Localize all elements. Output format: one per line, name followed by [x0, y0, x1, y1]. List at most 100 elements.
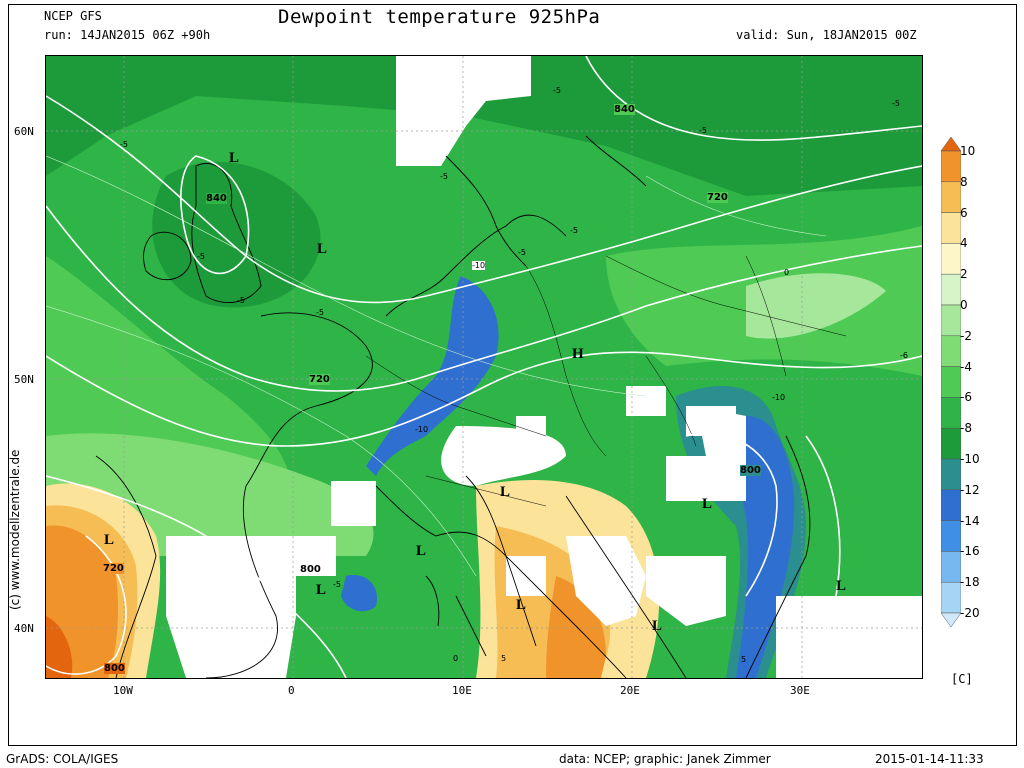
dewpoint-label: -10: [415, 425, 429, 434]
model-name: NCEP GFS: [44, 9, 102, 23]
colorbar-label: -8: [960, 421, 972, 436]
dewpoint-label: -5: [237, 296, 245, 305]
dewpoint-label: 5: [741, 655, 747, 664]
colorbar-label: -18: [960, 575, 980, 590]
lon-label-10w: 10W: [113, 684, 133, 697]
low-pressure-label: L: [316, 582, 327, 598]
colorbar-segment: [941, 581, 961, 614]
isohypse-label: 800: [300, 564, 321, 575]
dewpoint-label: -5: [699, 126, 707, 135]
software-credit: GrADS: COLA/IGES: [6, 752, 119, 766]
lon-label-0: 0: [288, 684, 295, 697]
isohypse-label: 720: [309, 374, 330, 385]
colorbar-segment: [941, 137, 961, 152]
graticule: [46, 56, 922, 678]
dewpoint-label: -5: [518, 248, 526, 257]
colorbar-segment: [941, 181, 961, 213]
dark-green-zone: [46, 56, 922, 196]
low-pressure-label: L: [836, 578, 847, 594]
colorbar-label: -2: [960, 328, 972, 343]
iberia-deeporange-zone: [46, 616, 73, 678]
isohypses: [46, 56, 922, 678]
run-info: run: 14JAN2015 06Z +90h: [44, 28, 211, 42]
colorbar-label: 8: [960, 174, 968, 189]
dewpoint-label: -5: [570, 226, 578, 235]
isohypse-label: 840: [206, 193, 227, 204]
lon-label-10e: 10E: [452, 684, 472, 697]
colorbar-segment: [941, 397, 961, 429]
colorbar-label: 0: [960, 298, 968, 312]
colorbar-segment: [941, 458, 961, 491]
colorbar-label: 6: [960, 205, 968, 220]
colorbar: [941, 137, 961, 627]
colorbar-segment: [941, 489, 961, 521]
colorbar-segment: [941, 612, 961, 627]
isohypse-label: 720: [103, 563, 124, 574]
colorbar-label: -20: [960, 606, 980, 620]
colorbar-segment: [941, 335, 961, 367]
dewpoint-label: -5: [120, 140, 128, 149]
low-pressure-label: L: [229, 150, 240, 166]
carpathian-blue-zone: [736, 416, 795, 678]
colorbar-segment: [941, 212, 961, 244]
isohypse-label: 800: [740, 465, 761, 476]
terrain-mask: [166, 56, 922, 678]
pale-green-streak: [746, 273, 886, 339]
dewpoint-label: 0: [784, 268, 790, 277]
dewpoint-label: -5: [553, 86, 561, 95]
colorbar-label: -12: [960, 482, 980, 497]
dewpoint-label: 0: [453, 654, 459, 663]
valid-time: valid: Sun, 18JAN2015 00Z: [736, 28, 917, 42]
dewpoint-label: -6: [900, 351, 908, 360]
low-pressure-label: L: [317, 241, 328, 257]
isohypse-label: 720: [707, 192, 728, 203]
low-pressure-label: L: [416, 543, 427, 559]
lat-label-50n: 50N: [14, 373, 34, 386]
isohypse-label: 840: [614, 104, 635, 115]
colorbar-label: -6: [960, 390, 972, 405]
lat-label-60n: 60N: [14, 125, 34, 138]
coastlines: [95, 135, 811, 678]
data-credit: data: NCEP; graphic: Janek Zimmer: [559, 752, 771, 766]
dewpoint-label: 5: [501, 654, 507, 663]
low-pressure-label: L: [516, 597, 527, 613]
dewpoint-contours: [46, 155, 827, 577]
colorbar-label: 10: [960, 144, 976, 158]
colorbar-label: 2: [960, 267, 968, 282]
colorbar-segment: [941, 551, 961, 583]
colorbar-segment: [941, 427, 961, 460]
lon-label-20e: 20E: [620, 684, 640, 697]
colorbar-segment: [941, 273, 961, 306]
low-pressure-label: L: [652, 618, 663, 634]
colorbar-segment: [941, 366, 961, 398]
colorbar-segment: [941, 243, 961, 275]
gulf-lion-cold-pool: [341, 575, 377, 612]
colorbar-label: -4: [960, 359, 972, 374]
dewpoint-label: -10: [772, 393, 786, 402]
watermark: (c) www.modellzentrale.de: [8, 449, 22, 610]
lon-label-30e: 30E: [790, 684, 810, 697]
high-pressure-label: H: [572, 346, 584, 362]
colorbar-label: -16: [960, 544, 980, 559]
low-pressure-label: L: [702, 496, 713, 512]
map-canvas: [46, 56, 922, 678]
country-borders: [365, 255, 847, 507]
dewpoint-map: [45, 55, 923, 679]
chart-title: Dewpoint temperature 925hPa: [278, 6, 601, 28]
low-pressure-label: L: [500, 484, 511, 500]
dewpoint-label: -5: [440, 172, 448, 181]
dewpoint-label: -10: [472, 261, 486, 270]
colorbar-label: -14: [960, 513, 980, 528]
dewpoint-label: -5: [333, 580, 341, 589]
colorbar-unit: [C]: [951, 672, 973, 686]
adriatic-orange-zone: [546, 576, 606, 678]
lat-label-40n: 40N: [14, 622, 34, 635]
colorbar-segment: [941, 150, 961, 183]
dewpoint-label: -5: [197, 252, 205, 261]
isohypse-label: 800: [104, 663, 125, 674]
colorbar-label: -10: [960, 452, 980, 466]
colorbar-segment: [941, 304, 961, 337]
colorbar-label: 4: [960, 236, 968, 251]
dewpoint-label: -5: [892, 99, 900, 108]
dewpoint-label: -5: [316, 308, 324, 317]
